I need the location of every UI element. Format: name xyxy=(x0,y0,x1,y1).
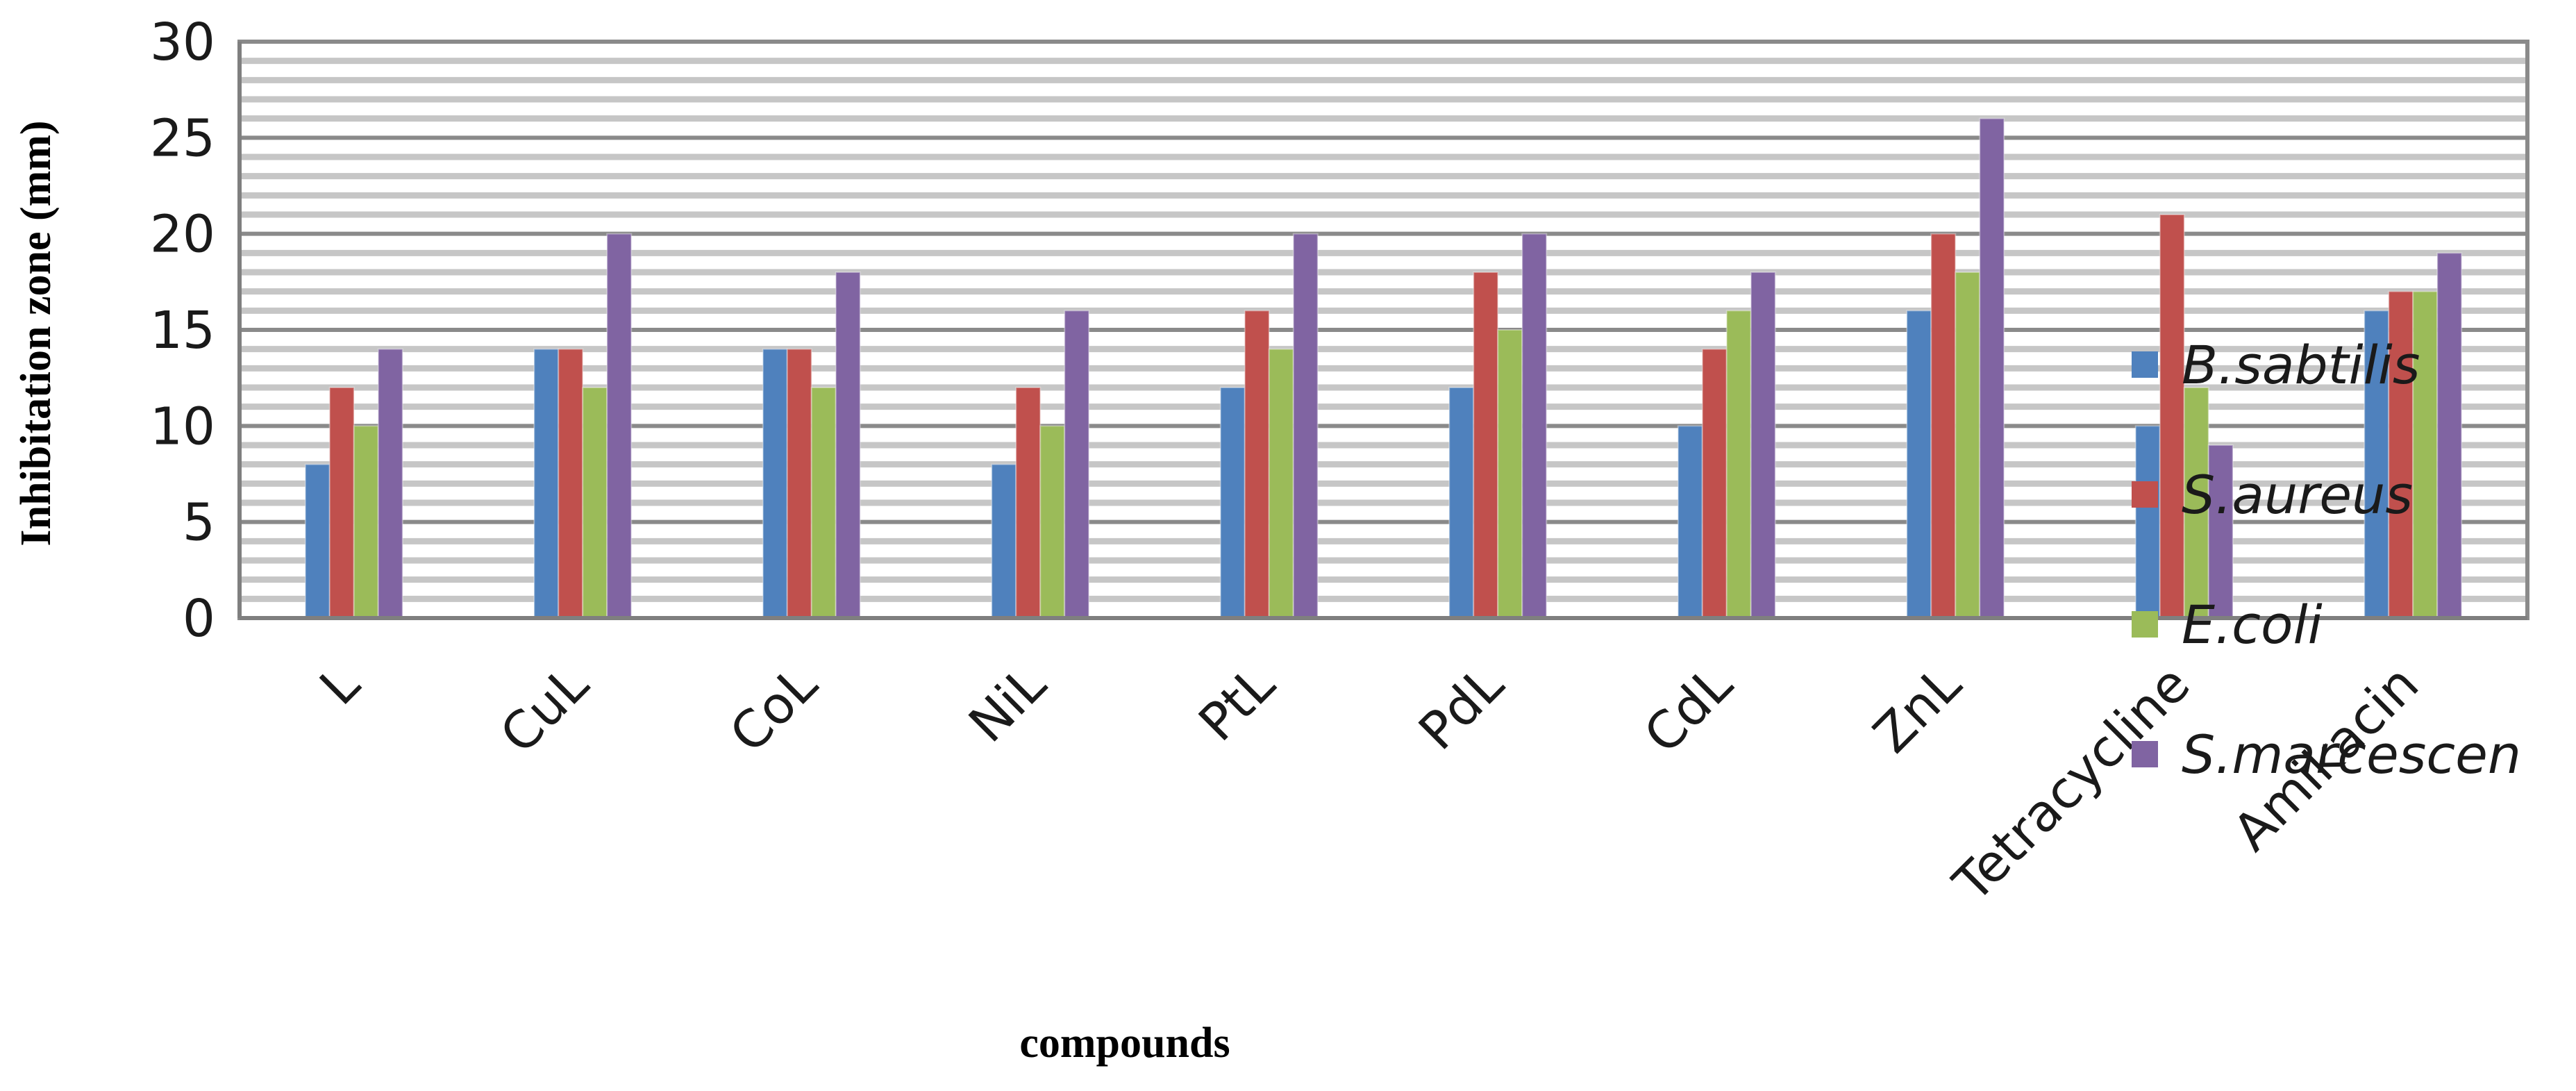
bar-s-aureus-col xyxy=(786,348,812,619)
bar-b-sabtilis-nil xyxy=(991,463,1017,619)
bar-s-marcescen-cul xyxy=(606,233,633,619)
bar-b-sabtilis-cdl xyxy=(1677,425,1703,619)
legend-swatch xyxy=(2132,611,2158,638)
plot-area xyxy=(237,40,2529,620)
x-axis-title: compounds xyxy=(1019,1019,1230,1067)
bar-s-marcescen-ptl xyxy=(1292,233,1319,619)
bar-e-coli-nil xyxy=(1039,425,1066,619)
bar-b-sabtilis-ptl xyxy=(1219,387,1246,619)
bar-s-aureus-cul xyxy=(558,348,584,619)
legend-swatch xyxy=(2132,351,2158,378)
bar-s-marcescen-l xyxy=(377,348,403,619)
category-label: CuL xyxy=(489,654,600,765)
legend: B.sabtilis S.aureus E.coli S.marcescen xyxy=(2132,334,2521,785)
category-label: CdL xyxy=(1633,654,1744,765)
y-axis-title: Inhibitation zone (mm) xyxy=(12,120,60,546)
category-label: PdL xyxy=(1407,654,1515,762)
bar-s-marcescen-tetracycline xyxy=(2207,444,2234,619)
bar-e-coli-l xyxy=(353,425,379,619)
legend-swatch xyxy=(2132,481,2158,508)
bar-s-aureus-nil xyxy=(1015,387,1042,619)
bar-s-marcescen-nil xyxy=(1064,310,1090,619)
category-label: CoL xyxy=(719,654,829,765)
category-label: NiL xyxy=(957,654,1057,754)
bar-s-aureus-znl xyxy=(1930,233,1957,619)
category-label: Tetracycline xyxy=(1942,654,2202,914)
bar-b-sabtilis-znl xyxy=(1906,310,1932,619)
bar-s-aureus-pdl xyxy=(1473,272,1499,619)
bar-s-aureus-tetracycline xyxy=(2159,214,2185,619)
legend-swatch xyxy=(2132,741,2158,767)
y-tick-label: 10 xyxy=(150,397,215,456)
bar-s-marcescen-amikacin xyxy=(2436,252,2463,619)
bar-e-coli-cdl xyxy=(1725,310,1752,619)
bar-b-sabtilis-tetracycline xyxy=(2134,425,2161,619)
legend-label: E.coli xyxy=(2182,594,2323,656)
y-tick-label: 5 xyxy=(183,493,215,553)
y-tick-label: 0 xyxy=(183,589,215,649)
bar-s-marcescen-col xyxy=(835,272,861,619)
bar-e-coli-ptl xyxy=(1268,348,1294,619)
legend-label: B.sabtilis xyxy=(2182,334,2420,396)
bar-s-aureus-l xyxy=(328,387,355,619)
category-label: L xyxy=(309,654,371,717)
bar-e-coli-pdl xyxy=(1497,329,1523,619)
bar-s-aureus-cdl xyxy=(1701,348,1728,619)
category-label: PtL xyxy=(1187,654,1286,753)
bar-b-sabtilis-l xyxy=(304,463,331,619)
bar-s-aureus-ptl xyxy=(1244,310,1270,619)
bar-b-sabtilis-cul xyxy=(533,348,560,619)
bar-e-coli-amikacin xyxy=(2412,290,2439,619)
category-label: ZnL xyxy=(1862,654,1973,765)
y-tick-label: 25 xyxy=(150,108,215,168)
y-tick-label: 20 xyxy=(150,205,215,265)
bar-s-marcescen-pdl xyxy=(1521,233,1548,619)
bar-s-marcescen-cdl xyxy=(1750,272,1776,619)
legend-label: S.aureus xyxy=(2182,464,2413,526)
bar-e-coli-znl xyxy=(1955,272,1981,619)
bar-b-sabtilis-col xyxy=(762,348,788,619)
y-tick-labels: 0 5 10 15 20 25 30 xyxy=(150,13,215,649)
bar-e-coli-col xyxy=(810,387,837,619)
bar-s-aureus-amikacin xyxy=(2388,290,2414,619)
bar-b-sabtilis-pdl xyxy=(1448,387,1475,619)
y-tick-label: 15 xyxy=(150,301,215,360)
legend-label: S.marcescen xyxy=(2182,724,2521,785)
y-tick-label: 30 xyxy=(150,13,215,72)
bar-s-marcescen-znl xyxy=(1979,117,2005,619)
bar-e-coli-cul xyxy=(582,387,608,619)
